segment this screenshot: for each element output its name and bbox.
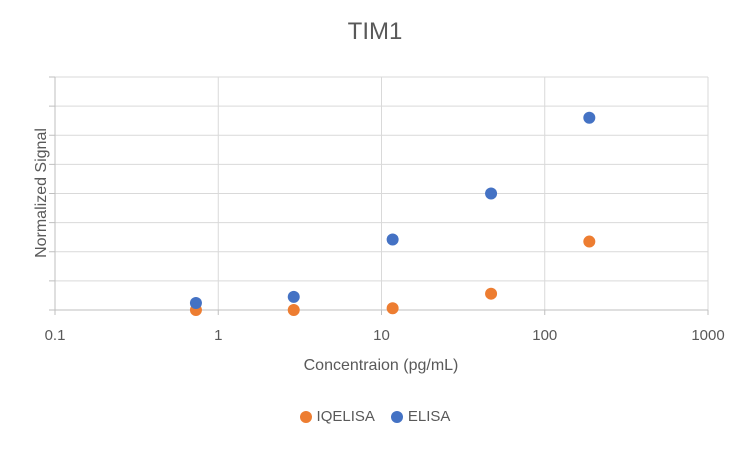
x-axis-label: Concentraion (pg/mL) (304, 357, 459, 374)
point-elisa (189, 297, 202, 310)
point-iqelisa (287, 304, 300, 316)
x-tick-label: 1000 (691, 327, 724, 344)
point-iqelisa (583, 235, 596, 248)
legend-label-elisa: ELISA (407, 408, 451, 425)
y-axis-label: Normalized Signal (33, 128, 50, 258)
legend-item-elisa: ELISA (390, 408, 451, 425)
x-tick-label: 100 (532, 327, 557, 344)
legend-item-iqelisa: IQELISA (299, 408, 375, 425)
x-tick-label: 1 (214, 327, 222, 344)
axes (49, 76, 709, 315)
x-tick-labels: 0.1 1 10 100 1000 (45, 327, 725, 344)
point-elisa (287, 290, 300, 303)
legend-swatch-elisa (390, 410, 403, 423)
legend-swatch-iqelisa (299, 410, 312, 423)
legend-label-iqelisa: IQELISA (316, 408, 375, 425)
point-elisa (485, 187, 498, 200)
point-iqelisa (485, 287, 498, 300)
legend: IQELISA ELISA (0, 408, 750, 425)
gridlines (54, 76, 709, 310)
x-tick-label: 10 (373, 327, 390, 344)
data-points (189, 111, 596, 316)
x-tick-label: 0.1 (45, 327, 66, 344)
point-elisa (386, 233, 399, 246)
chart-title: TIM1 (347, 18, 403, 45)
point-elisa (583, 111, 596, 124)
point-iqelisa (386, 302, 399, 315)
